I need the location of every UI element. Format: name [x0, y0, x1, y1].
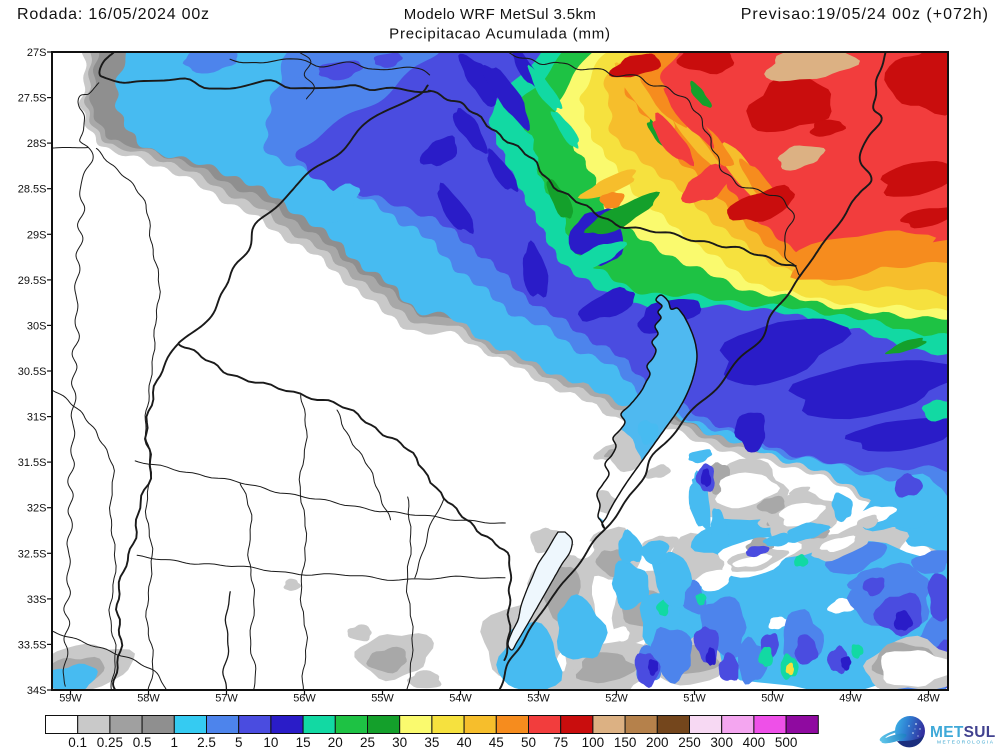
svg-text:29S: 29S	[27, 229, 47, 241]
svg-text:200: 200	[646, 735, 669, 750]
svg-text:1: 1	[171, 735, 179, 750]
svg-text:30: 30	[392, 735, 407, 750]
svg-text:58W: 58W	[137, 693, 160, 705]
svg-text:28.5S: 28.5S	[18, 184, 47, 196]
svg-text:35: 35	[424, 735, 439, 750]
svg-text:52W: 52W	[605, 693, 628, 705]
svg-text:Precipitacao Acumulada (mm): Precipitacao Acumulada (mm)	[389, 26, 611, 43]
svg-text:5: 5	[235, 735, 243, 750]
svg-text:51W: 51W	[683, 693, 706, 705]
svg-text:32S: 32S	[27, 503, 47, 515]
svg-text:500: 500	[775, 735, 798, 750]
svg-text:75: 75	[553, 735, 568, 750]
svg-text:57W: 57W	[215, 693, 238, 705]
svg-text:53W: 53W	[527, 693, 550, 705]
svg-text:0.25: 0.25	[97, 735, 123, 750]
svg-text:49W: 49W	[839, 693, 862, 705]
svg-text:15: 15	[296, 735, 311, 750]
svg-text:33S: 33S	[27, 594, 47, 606]
svg-text:100: 100	[582, 735, 605, 750]
svg-text:28S: 28S	[27, 138, 47, 150]
svg-text:33.5S: 33.5S	[18, 639, 47, 651]
svg-text:2.5: 2.5	[197, 735, 216, 750]
svg-text:25: 25	[360, 735, 375, 750]
svg-text:0.5: 0.5	[133, 735, 152, 750]
svg-text:METEOROLOGIA: METEOROLOGIA	[937, 740, 995, 746]
svg-text:48W: 48W	[917, 693, 940, 705]
svg-text:300: 300	[710, 735, 733, 750]
svg-text:45: 45	[489, 735, 504, 750]
svg-text:54W: 54W	[449, 693, 472, 705]
svg-text:0.1: 0.1	[68, 735, 87, 750]
svg-text:55W: 55W	[371, 693, 394, 705]
svg-text:150: 150	[614, 735, 637, 750]
svg-text:27.5S: 27.5S	[18, 93, 47, 105]
svg-text:Rodada: 16/05/2024 00z: Rodada: 16/05/2024 00z	[17, 6, 210, 23]
svg-text:34S: 34S	[27, 685, 47, 697]
svg-text:31.5S: 31.5S	[18, 457, 47, 469]
svg-text:50W: 50W	[761, 693, 784, 705]
svg-text:10: 10	[263, 735, 278, 750]
svg-text:30S: 30S	[27, 320, 47, 332]
svg-text:400: 400	[743, 735, 766, 750]
svg-text:27S: 27S	[27, 47, 47, 59]
svg-text:56W: 56W	[293, 693, 316, 705]
svg-text:40: 40	[457, 735, 472, 750]
svg-text:Previsao:19/05/24 00z (+072h): Previsao:19/05/24 00z (+072h)	[741, 6, 989, 23]
svg-text:30.5S: 30.5S	[18, 366, 47, 378]
svg-text:31S: 31S	[27, 412, 47, 424]
svg-text:Modelo WRF MetSul 3.5km: Modelo WRF MetSul 3.5km	[404, 6, 597, 23]
svg-text:59W: 59W	[59, 693, 82, 705]
svg-text:250: 250	[678, 735, 701, 750]
svg-text:METSUL: METSUL	[930, 724, 996, 741]
svg-text:50: 50	[521, 735, 536, 750]
svg-text:29.5S: 29.5S	[18, 275, 47, 287]
svg-text:32.5S: 32.5S	[18, 548, 47, 560]
svg-text:20: 20	[328, 735, 343, 750]
